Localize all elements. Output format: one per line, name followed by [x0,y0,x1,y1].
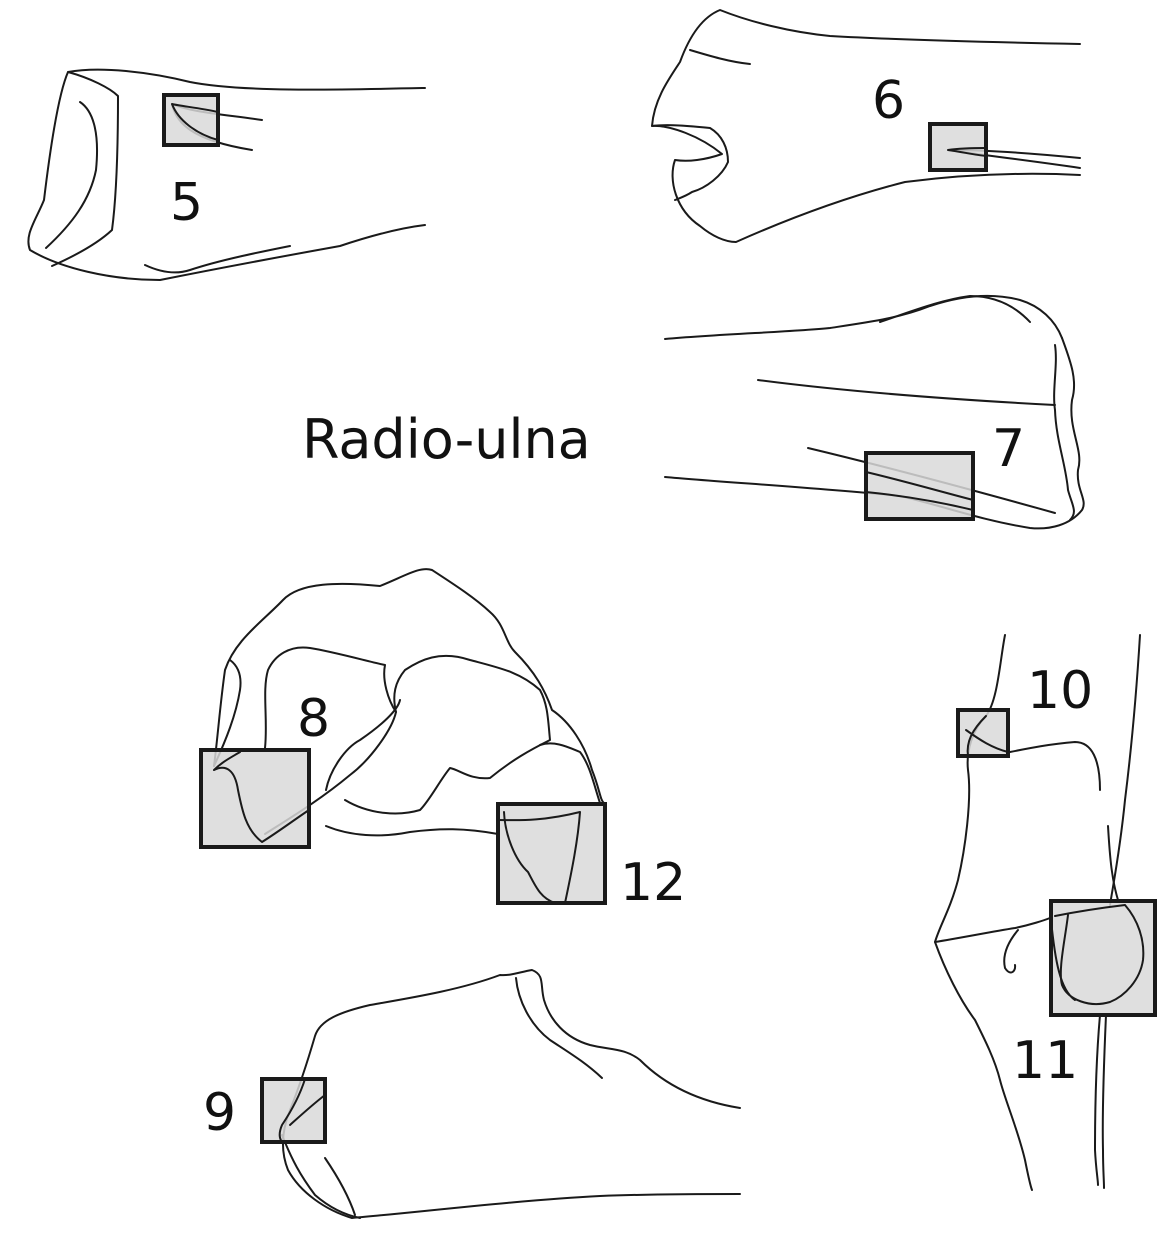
view-11-condyle-in-box [1050,904,1145,1005]
view-7: 7 [664,294,1085,530]
view-9-inner-margin-b [324,1157,356,1216]
view-11-shaft-left [1094,1014,1101,1186]
label-8: 8 [297,689,330,749]
view-10-contour [1009,741,1101,791]
view-12-contour-in-box [497,811,581,904]
view-7-upper-outline [664,294,1063,340]
view-7-crest-in-box [865,471,974,511]
view-7-upper-outline-b [879,295,1031,323]
view-9-contour-in-box [278,1078,326,1143]
view-6-region-box [928,122,988,172]
view-5-lower-margin [144,245,291,274]
label-10: 10 [1027,661,1093,721]
view-6-bone-outline [651,9,1081,243]
view-12-right-facet [539,742,601,804]
label-9: 9 [203,1083,236,1143]
view-7-mid-line [757,379,1056,406]
view-10-11-right-outline [1109,634,1141,906]
view-9-crest [515,977,603,1079]
view-8-contour-in-box [213,751,310,843]
view-6-groove-in-box [947,147,987,157]
diagram-title: Radio-ulna [302,408,591,471]
view-9-inner-margin [281,1134,361,1219]
view-5-articular-rim [51,71,119,267]
view-7-end-outline [664,337,1085,530]
label-12: 12 [620,853,686,913]
view-10-contour-in-box [965,715,1009,757]
view-6: 6 [651,9,1081,243]
view-10-11: 10 11 [934,634,1157,1191]
view-8-12-ridge [325,699,401,791]
view-10-11-waist [934,917,1051,943]
view-8-12-base-outline [325,825,499,837]
label-7: 7 [992,419,1025,479]
view-6-upper-ridge [689,49,751,65]
view-6-notch [651,124,729,201]
view-11-condyle-line [1107,825,1119,901]
view-10-region-box [956,708,1010,758]
label-6: 6 [872,71,905,131]
label-11: 11 [1012,1031,1078,1091]
view-11-small-process [1003,929,1019,974]
view-5-bone-outline [27,68,426,281]
view-5-inner-rim [45,101,98,249]
view-9-region-box [260,1077,327,1144]
view-8-left-lobe [213,659,242,767]
view-8-region-box [199,748,311,849]
view-9: 9 [203,969,741,1219]
view-8-12-outer-outline [213,568,605,804]
view-8-lateral-facet [344,654,551,815]
view-5: 5 [27,68,426,281]
view-8-12: 8 12 [199,568,686,913]
view-11-shaft-right [1101,1014,1107,1189]
view-8-central-facet [264,646,397,835]
view-9-bone-outline [282,969,741,1219]
view-5-groove-in-box [171,103,219,141]
label-5: 5 [170,173,203,233]
view-7-end-outline-inner [1053,344,1075,521]
